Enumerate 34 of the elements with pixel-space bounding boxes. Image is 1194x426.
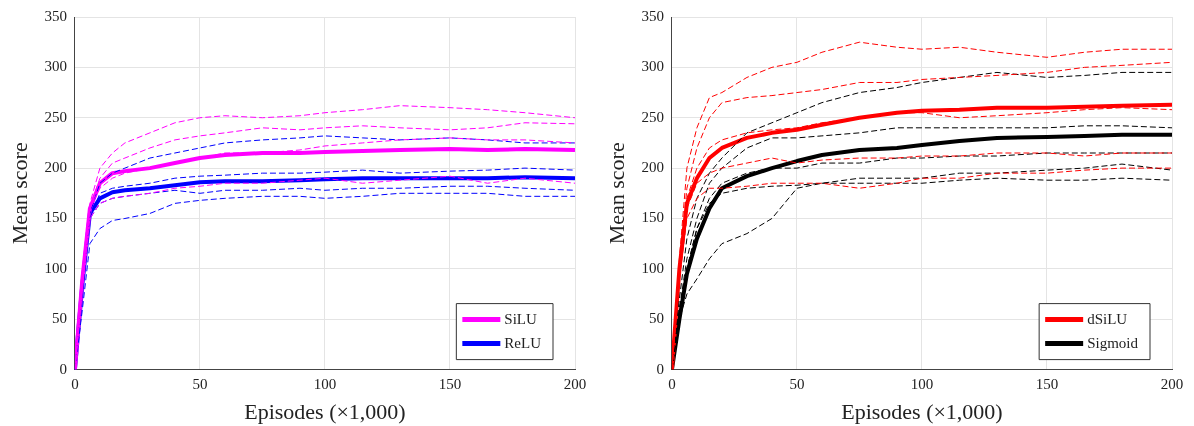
y-tick-label: 50 xyxy=(51,310,67,327)
x-tick-label: 200 xyxy=(563,375,587,392)
y-tick-label: 350 xyxy=(44,7,67,24)
y-tick-label: 250 xyxy=(44,108,67,125)
y-axis-title: Mean score xyxy=(6,142,32,245)
y-tick-label: 300 xyxy=(641,58,664,75)
x-tick-label: 150 xyxy=(438,375,462,392)
x-tick-label: 50 xyxy=(789,375,805,392)
x-tick-label: 100 xyxy=(313,375,337,392)
y-tick-label: 100 xyxy=(44,259,67,276)
y-tick-label: 150 xyxy=(44,209,67,226)
x-tick-label: 200 xyxy=(1160,375,1184,392)
y-tick-label: 0 xyxy=(656,360,664,377)
x-tick-label: 0 xyxy=(668,375,676,392)
y-axis-title: Mean score xyxy=(603,142,629,245)
y-tick-label: 350 xyxy=(641,7,664,24)
y-tick-label: 50 xyxy=(648,310,664,327)
y-tick-label: 0 xyxy=(59,360,67,377)
y-tick-label: 300 xyxy=(44,58,67,75)
x-axis-title: Episodes (×1,000) xyxy=(244,398,406,424)
legend-label: SiLU xyxy=(504,310,538,327)
y-tick-label: 150 xyxy=(641,209,664,226)
y-tick-label: 200 xyxy=(44,159,67,176)
y-tick-label: 100 xyxy=(641,259,664,276)
x-tick-label: 50 xyxy=(192,375,208,392)
x-tick-label: 150 xyxy=(1035,375,1059,392)
y-tick-label: 200 xyxy=(641,159,664,176)
x-tick-label: 0 xyxy=(71,375,79,392)
legend-label: ReLU xyxy=(504,334,542,351)
y-tick-label: 250 xyxy=(641,108,664,125)
legend-label: dSiLU xyxy=(1087,310,1128,327)
x-tick-label: 100 xyxy=(910,375,934,392)
x-axis-title: Episodes (×1,000) xyxy=(841,398,1003,424)
legend-label: Sigmoid xyxy=(1087,334,1139,351)
